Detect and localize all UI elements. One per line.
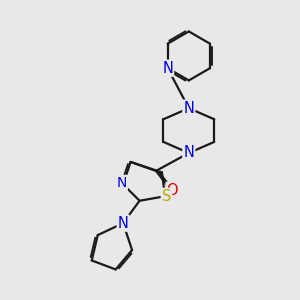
Text: S: S	[162, 189, 171, 204]
Text: O: O	[167, 183, 178, 198]
Text: N: N	[116, 176, 127, 190]
Text: N: N	[162, 61, 173, 76]
Text: N: N	[118, 216, 129, 231]
Text: N: N	[183, 146, 194, 160]
Text: N: N	[183, 101, 194, 116]
